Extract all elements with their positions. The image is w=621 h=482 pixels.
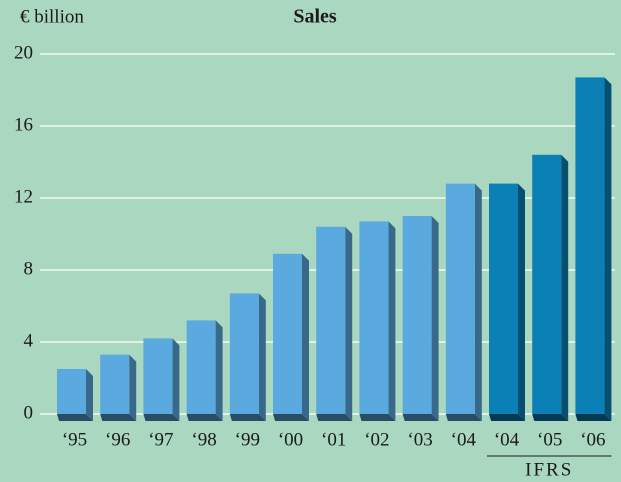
bar-side bbox=[172, 338, 180, 421]
bar-side bbox=[388, 221, 396, 421]
bar bbox=[57, 369, 86, 414]
x-tick-label: ‘05 bbox=[537, 429, 562, 450]
bar-base bbox=[445, 414, 482, 421]
bar bbox=[273, 253, 302, 414]
bar bbox=[229, 293, 259, 414]
x-tick-label: ‘00 bbox=[278, 429, 303, 450]
bar-base bbox=[532, 414, 569, 421]
y-tick-label: 0 bbox=[24, 402, 34, 423]
bar-side bbox=[302, 253, 309, 421]
y-tick-label: 8 bbox=[24, 258, 34, 279]
bar bbox=[143, 338, 173, 414]
x-tick-label: ‘02 bbox=[364, 429, 389, 450]
x-tick-label: ‘06 bbox=[580, 429, 605, 450]
bar bbox=[532, 154, 562, 415]
x-tick-label: ‘98 bbox=[191, 429, 216, 450]
bar-side bbox=[561, 154, 569, 422]
bar-base bbox=[316, 414, 353, 421]
chart-title: Sales bbox=[293, 6, 337, 28]
y-tick-label: 16 bbox=[14, 114, 33, 135]
x-tick-label: ‘95 bbox=[62, 429, 87, 450]
x-tick-label: ‘97 bbox=[148, 429, 173, 450]
bar bbox=[445, 183, 475, 414]
bar-side bbox=[431, 216, 439, 421]
x-tick-label: ‘03 bbox=[407, 429, 432, 450]
bar bbox=[316, 226, 346, 414]
bar bbox=[186, 320, 216, 414]
bar-base bbox=[489, 414, 525, 421]
x-tick-label: ‘01 bbox=[321, 429, 346, 450]
bar-base bbox=[229, 414, 266, 421]
y-tick-label: 12 bbox=[14, 186, 33, 207]
y-tick-label: 20 bbox=[14, 42, 33, 63]
bar bbox=[489, 183, 518, 414]
bar-base bbox=[186, 414, 223, 421]
bar-side bbox=[258, 293, 266, 421]
bar-side bbox=[86, 369, 93, 421]
bar-base bbox=[273, 414, 309, 421]
y-tick-label: 4 bbox=[24, 330, 34, 351]
bar-side bbox=[474, 183, 482, 421]
bar-base bbox=[143, 414, 180, 421]
bar-base bbox=[57, 414, 93, 421]
bar bbox=[359, 221, 389, 414]
bar-side bbox=[215, 320, 223, 421]
bar bbox=[402, 216, 432, 414]
x-tick-label: ‘99 bbox=[235, 429, 260, 450]
bar-side bbox=[129, 354, 137, 421]
bar-base bbox=[402, 414, 439, 421]
bar bbox=[575, 77, 605, 415]
x-tick-label: ‘04 bbox=[494, 429, 520, 450]
bar-base bbox=[359, 414, 396, 421]
bar-side bbox=[604, 77, 612, 422]
bar-side bbox=[345, 226, 353, 421]
bar-base bbox=[100, 414, 137, 421]
x-tick-label: ‘96 bbox=[105, 429, 130, 450]
annotation: IFRS bbox=[525, 459, 573, 480]
bar bbox=[100, 354, 130, 414]
bar-side bbox=[518, 183, 525, 421]
y-axis-label: € billion bbox=[20, 6, 84, 27]
bar-base bbox=[575, 414, 612, 421]
x-tick-label: ‘04 bbox=[451, 429, 477, 450]
